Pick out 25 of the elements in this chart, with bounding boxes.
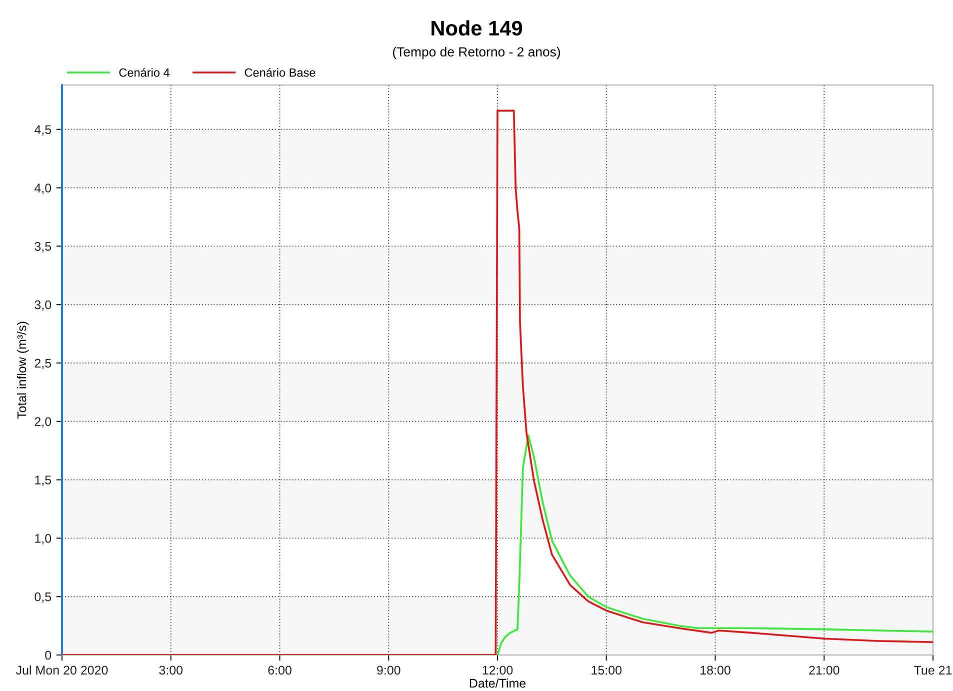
y-tick-label: 3,5 (34, 242, 52, 252)
x-tick-label: 3:00 (159, 666, 183, 675)
legend-label: Cenário 4 (119, 68, 170, 77)
y-tick-label: 4,5 (34, 125, 52, 136)
y-tick-label: 1,5 (35, 476, 52, 486)
x-tick-label: 15:00 (592, 666, 622, 675)
x-tick-label: 12:00 (482, 666, 513, 675)
y-tick-label: 1,0 (35, 534, 52, 544)
y-tick-label: 0 (45, 650, 52, 660)
y-tick-label: 4,0 (34, 184, 52, 194)
x-axis-title: Date/Time (470, 678, 526, 688)
x-tick-label: 18:00 (700, 666, 730, 675)
x-tick-label: 6:00 (268, 666, 292, 675)
chart-subtitle: (Tempo de Retorno - 2 anos) (392, 46, 560, 60)
y-tick-label: 2,0 (34, 417, 52, 428)
legend-label: Cenário Base (244, 68, 316, 77)
x-tick-label: 21:00 (809, 666, 840, 675)
x-tick-label: Tue 21 (914, 666, 952, 675)
x-tick-label: Jul Mon 20 2020 (16, 665, 108, 675)
y-tick-label: 0,5 (34, 592, 52, 603)
y-tick-label: 3,0 (34, 300, 52, 311)
chart-title: Node 149 (432, 20, 522, 36)
y-axis-title: Total inflow (m³/s) (17, 322, 29, 419)
x-tick-label: 9:00 (377, 666, 400, 675)
y-tick-label: 2,5 (34, 358, 52, 370)
